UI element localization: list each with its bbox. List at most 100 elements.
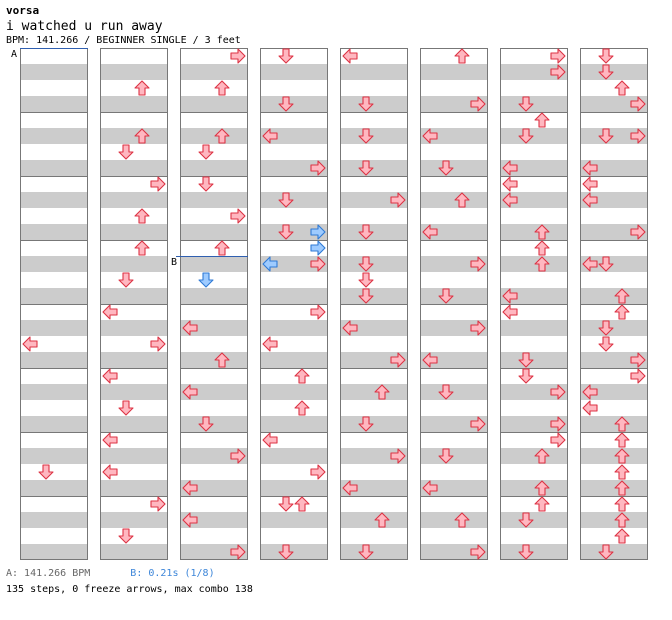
beat-stripe [180,192,248,208]
step-arrow-left [502,192,518,208]
step-arrow-right [390,352,406,368]
column-border [260,48,328,560]
beat-stripe [420,416,488,432]
step-arrow-right [310,464,326,480]
beat-stripe [20,480,88,496]
step-arrow-right [550,48,566,64]
beat-stripe [580,352,648,368]
beat-stripe [420,224,488,240]
beat-stripe [100,96,168,112]
beat-stripe [420,512,488,528]
beat-stripe [260,416,328,432]
step-arrow-left [102,304,118,320]
beat-stripe [580,416,648,432]
step-arrow-right [470,416,486,432]
beat-stripe [100,384,168,400]
step-arrow-down [358,544,374,560]
step-arrow-right [630,96,646,112]
step-arrow-down [598,64,614,80]
measure-column [260,48,328,560]
beat-stripe [100,288,168,304]
beat-stripe [420,96,488,112]
chart-stats: 135 steps, 0 freeze arrows, max combo 13… [6,584,253,595]
step-arrow-up [614,512,630,528]
step-arrow-down [198,144,214,160]
step-arrow-left [422,352,438,368]
beat-stripe [420,192,488,208]
marker-arrow-right [310,224,326,240]
beat-stripe [340,256,408,272]
beat-stripe [100,160,168,176]
beat-stripe [100,416,168,432]
beat-stripe [420,320,488,336]
beat-stripe [260,128,328,144]
column-border [100,48,168,560]
beat-stripe [260,352,328,368]
beat-stripe [500,352,568,368]
step-arrow-up [294,368,310,384]
step-arrow-down [358,272,374,288]
column-border [340,48,408,560]
beat-stripe [100,128,168,144]
step-arrow-up [614,416,630,432]
beat-stripe [580,256,648,272]
step-arrow-down [358,288,374,304]
beat-stripe [500,160,568,176]
beat-stripe [500,480,568,496]
beat-stripe [260,544,328,560]
step-arrow-down [598,256,614,272]
beat-stripe [580,96,648,112]
beat-stripe [180,416,248,432]
step-arrow-left [182,384,198,400]
step-arrow-right [630,128,646,144]
step-arrow-left [502,304,518,320]
step-arrow-right [630,368,646,384]
song-artist: vorsa [6,4,40,17]
beat-stripe [180,544,248,560]
step-arrow-right [630,352,646,368]
beat-stripe [20,384,88,400]
beat-stripe [500,192,568,208]
step-arrow-up [614,480,630,496]
beat-stripe [420,64,488,80]
beat-stripe [500,448,568,464]
beat-stripe [340,288,408,304]
beat-stripe [500,128,568,144]
beat-stripe [180,256,248,272]
step-arrow-left [342,48,358,64]
beat-stripe [260,448,328,464]
measure-column [180,48,248,560]
beat-stripe [340,384,408,400]
step-arrow-up [294,400,310,416]
step-arrow-down [198,176,214,192]
beat-stripe [420,384,488,400]
step-arrow-left [342,320,358,336]
step-arrow-left [422,224,438,240]
step-arrow-left [262,336,278,352]
beat-stripe [260,384,328,400]
beat-stripe [100,512,168,528]
beat-stripe [500,64,568,80]
beat-stripe [20,64,88,80]
step-arrow-up [534,112,550,128]
beat-stripe [500,320,568,336]
beat-stripe [420,480,488,496]
step-arrow-left [582,384,598,400]
step-arrow-up [534,224,550,240]
step-arrow-right [390,448,406,464]
beat-stripe [580,544,648,560]
step-arrow-left [582,176,598,192]
step-arrow-left [102,432,118,448]
chart-info: BPM: 141.266 / BEGINNER SINGLE / 3 feet [6,35,241,46]
step-arrow-up [294,496,310,512]
step-arrow-down [518,128,534,144]
beat-stripe [20,352,88,368]
beat-stripe [500,96,568,112]
step-arrow-down [598,320,614,336]
step-arrow-down [118,528,134,544]
marker-arrow-down [198,272,214,288]
beat-stripe [260,320,328,336]
beat-stripe [180,160,248,176]
beat-stripe [180,320,248,336]
step-arrow-left [502,160,518,176]
